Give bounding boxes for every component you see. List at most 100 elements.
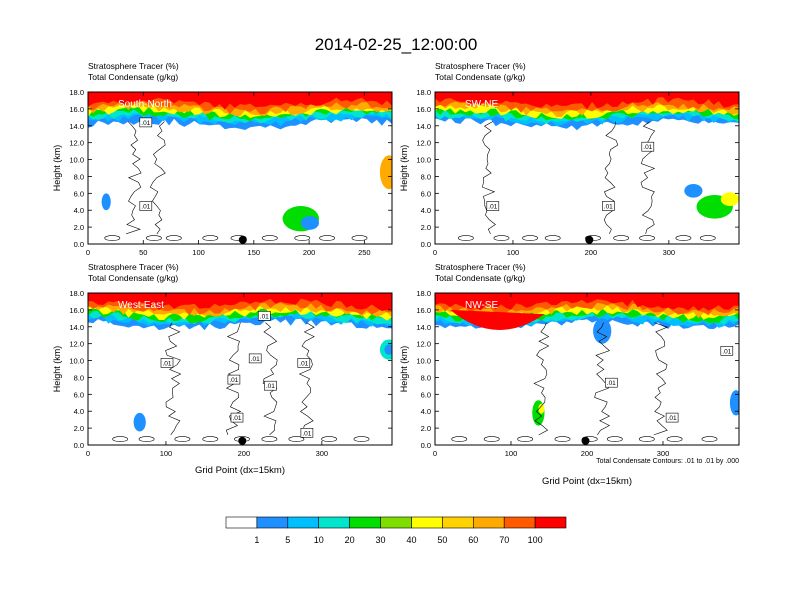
panel-label: South-North — [118, 99, 172, 110]
panel-title-line2: Total Condensate (g/kg) — [88, 72, 178, 82]
contour-label: .01 — [232, 415, 241, 422]
colorbar-tick-label: 60 — [468, 535, 478, 545]
contour-label: .01 — [251, 356, 260, 363]
tracer-blob — [720, 192, 739, 206]
y-tick-label: 2.0 — [421, 424, 431, 433]
condensate-contour — [294, 235, 311, 241]
contour-label: .01 — [604, 204, 613, 211]
contour-label: .01 — [141, 204, 150, 211]
condensate-contour — [112, 436, 129, 442]
tracer-band — [88, 92, 392, 110]
colorbar-tick-label: 100 — [528, 535, 543, 545]
x-tick-label: 100 — [192, 248, 205, 257]
condensate-contour — [351, 235, 368, 241]
y-tick-label: 2.0 — [74, 424, 84, 433]
condensate-contour — [202, 436, 219, 442]
colorbar-tick-label: 10 — [314, 535, 324, 545]
plot-frame — [87, 91, 393, 245]
condensate-contour — [640, 121, 656, 234]
colorbar-tick-label: 20 — [345, 535, 355, 545]
x-tick-label: 50 — [139, 248, 147, 257]
colorbar-swatch — [225, 516, 258, 529]
y-tick-label: 10.0 — [416, 357, 431, 366]
condensate-contour — [544, 235, 561, 241]
condensate-contour — [174, 436, 191, 442]
contour-label: .01 — [302, 430, 311, 437]
y-tick-label: 14.0 — [69, 122, 84, 131]
plot-frame — [434, 91, 740, 245]
condensate-contour — [517, 436, 534, 442]
condensate-contour — [533, 322, 550, 436]
x-tick-label: 100 — [505, 449, 518, 458]
x-tick-label: 0 — [86, 248, 90, 257]
condensate-contour — [699, 235, 716, 241]
x-tick-label: 0 — [86, 449, 90, 458]
tracer-band — [435, 293, 739, 311]
condensate-contour — [261, 436, 278, 442]
y-tick-label: 0.0 — [421, 240, 431, 249]
colorbar-swatch — [287, 516, 319, 529]
tracer-intrusion — [450, 309, 545, 331]
y-tick-label: 18.0 — [416, 289, 431, 298]
colorbar-tick-label: 70 — [499, 535, 509, 545]
colorbar-swatch — [411, 516, 443, 529]
condensate-contour — [451, 436, 468, 442]
colorbar-swatch — [472, 516, 505, 529]
x-tick-label: 150 — [248, 248, 261, 257]
y-tick-label: 4.0 — [421, 206, 431, 215]
contour-label-box — [300, 427, 314, 438]
panel-title-line2: Total Condensate (g/kg) — [435, 273, 525, 283]
condensate-contour — [104, 235, 121, 241]
condensate-contour — [165, 322, 182, 436]
y-tick-label: 18.0 — [416, 88, 431, 97]
condensate-contour — [138, 436, 155, 442]
tracer-field: .01 .01 — [88, 92, 392, 244]
tracer-blob — [133, 412, 146, 432]
y-tick-label: 2.0 — [74, 223, 84, 232]
panels: .01 .01 South-North Stratosphere Tracer (%)… — [52, 61, 740, 487]
condensate-contour — [202, 235, 219, 241]
contour-label-box — [297, 358, 311, 368]
condensate-contour — [493, 235, 510, 241]
contour-label: .01 — [668, 415, 677, 422]
contour-label-box — [604, 377, 618, 388]
contour-info: Total Condensate Contours: .01 to .01 by… — [596, 458, 739, 465]
y-tick-label: 12.0 — [69, 139, 84, 148]
y-tick-label: 0.0 — [421, 441, 431, 450]
y-tick-label: 12.0 — [69, 340, 84, 349]
contour-label-box — [257, 310, 271, 321]
tracer-blob — [538, 403, 545, 414]
contour-label-box — [160, 358, 174, 368]
condensate-contour — [165, 235, 182, 241]
y-axis-label: Height (km) — [52, 145, 62, 192]
contour-label-box — [601, 201, 615, 211]
condensate-contour — [353, 436, 370, 442]
colorbar-tick-label: 5 — [285, 535, 290, 545]
contour-label-box — [486, 201, 500, 211]
contour-label-box — [665, 412, 679, 423]
colorbar-tick-label: 50 — [437, 535, 447, 545]
y-tick-label: 18.0 — [69, 289, 84, 298]
tracer-blob — [729, 390, 739, 416]
location-marker — [238, 436, 247, 445]
tracer-band — [88, 293, 392, 312]
contour-label: .01 — [266, 383, 275, 390]
y-tick-label: 16.0 — [69, 105, 84, 114]
location-marker — [585, 235, 594, 244]
y-axis-label: Height (km) — [399, 346, 409, 393]
y-tick-label: 8.0 — [74, 373, 84, 382]
contour-label: .01 — [162, 360, 171, 367]
colorbar-swatch — [442, 516, 474, 529]
condensate-contour — [653, 322, 669, 436]
x-axis-label: Grid Point (dx=15km) — [542, 476, 632, 487]
y-tick-label: 16.0 — [416, 306, 431, 315]
y-tick-label: 4.0 — [421, 407, 431, 416]
condensate-contour — [606, 436, 623, 442]
contour-label: .01 — [722, 348, 731, 355]
y-tick-label: 10.0 — [69, 156, 84, 165]
y-tick-label: 12.0 — [416, 139, 431, 148]
contour-label: .01 — [299, 360, 308, 367]
condensate-contour — [594, 322, 611, 436]
condensate-contour — [145, 235, 162, 241]
condensate-contour — [125, 121, 142, 235]
